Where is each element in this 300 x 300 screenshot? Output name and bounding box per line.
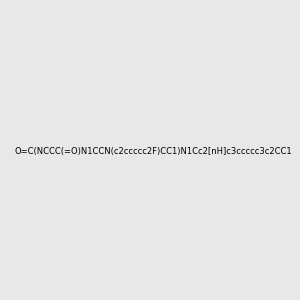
Text: O=C(NCCC(=O)N1CCN(c2ccccc2F)CC1)N1Cc2[nH]c3ccccc3c2CC1: O=C(NCCC(=O)N1CCN(c2ccccc2F)CC1)N1Cc2[nH… [15,147,292,156]
